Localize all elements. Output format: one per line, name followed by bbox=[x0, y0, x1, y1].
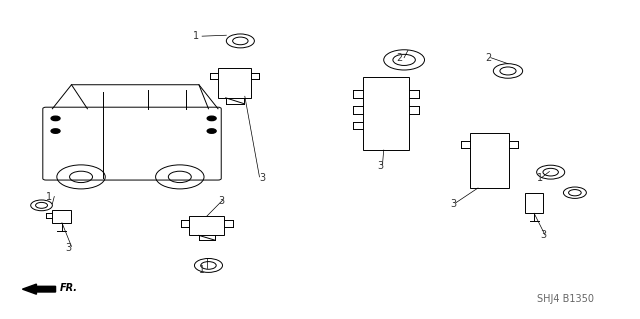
Text: 1: 1 bbox=[199, 265, 205, 275]
Text: 2: 2 bbox=[486, 53, 492, 63]
Bar bbox=[52, 210, 72, 223]
Circle shape bbox=[207, 129, 216, 133]
Text: 1: 1 bbox=[193, 31, 199, 41]
Bar bbox=[189, 216, 225, 235]
Text: FR.: FR. bbox=[60, 283, 78, 293]
Text: 3: 3 bbox=[218, 196, 224, 206]
Text: 1: 1 bbox=[46, 192, 52, 203]
Bar bbox=[364, 77, 409, 150]
Text: 3: 3 bbox=[540, 230, 546, 241]
Text: 3: 3 bbox=[451, 199, 457, 209]
Text: SHJ4 B1350: SHJ4 B1350 bbox=[537, 293, 594, 304]
Circle shape bbox=[51, 129, 60, 133]
Text: 2: 2 bbox=[397, 53, 403, 63]
Circle shape bbox=[207, 116, 216, 121]
Text: 3: 3 bbox=[65, 243, 71, 253]
Text: 3: 3 bbox=[378, 161, 383, 171]
Bar bbox=[218, 68, 251, 98]
Text: 1: 1 bbox=[537, 174, 543, 183]
Circle shape bbox=[51, 116, 60, 121]
Text: 3: 3 bbox=[260, 174, 266, 183]
FancyArrow shape bbox=[22, 284, 56, 294]
Bar bbox=[525, 193, 543, 213]
Bar bbox=[470, 133, 509, 188]
